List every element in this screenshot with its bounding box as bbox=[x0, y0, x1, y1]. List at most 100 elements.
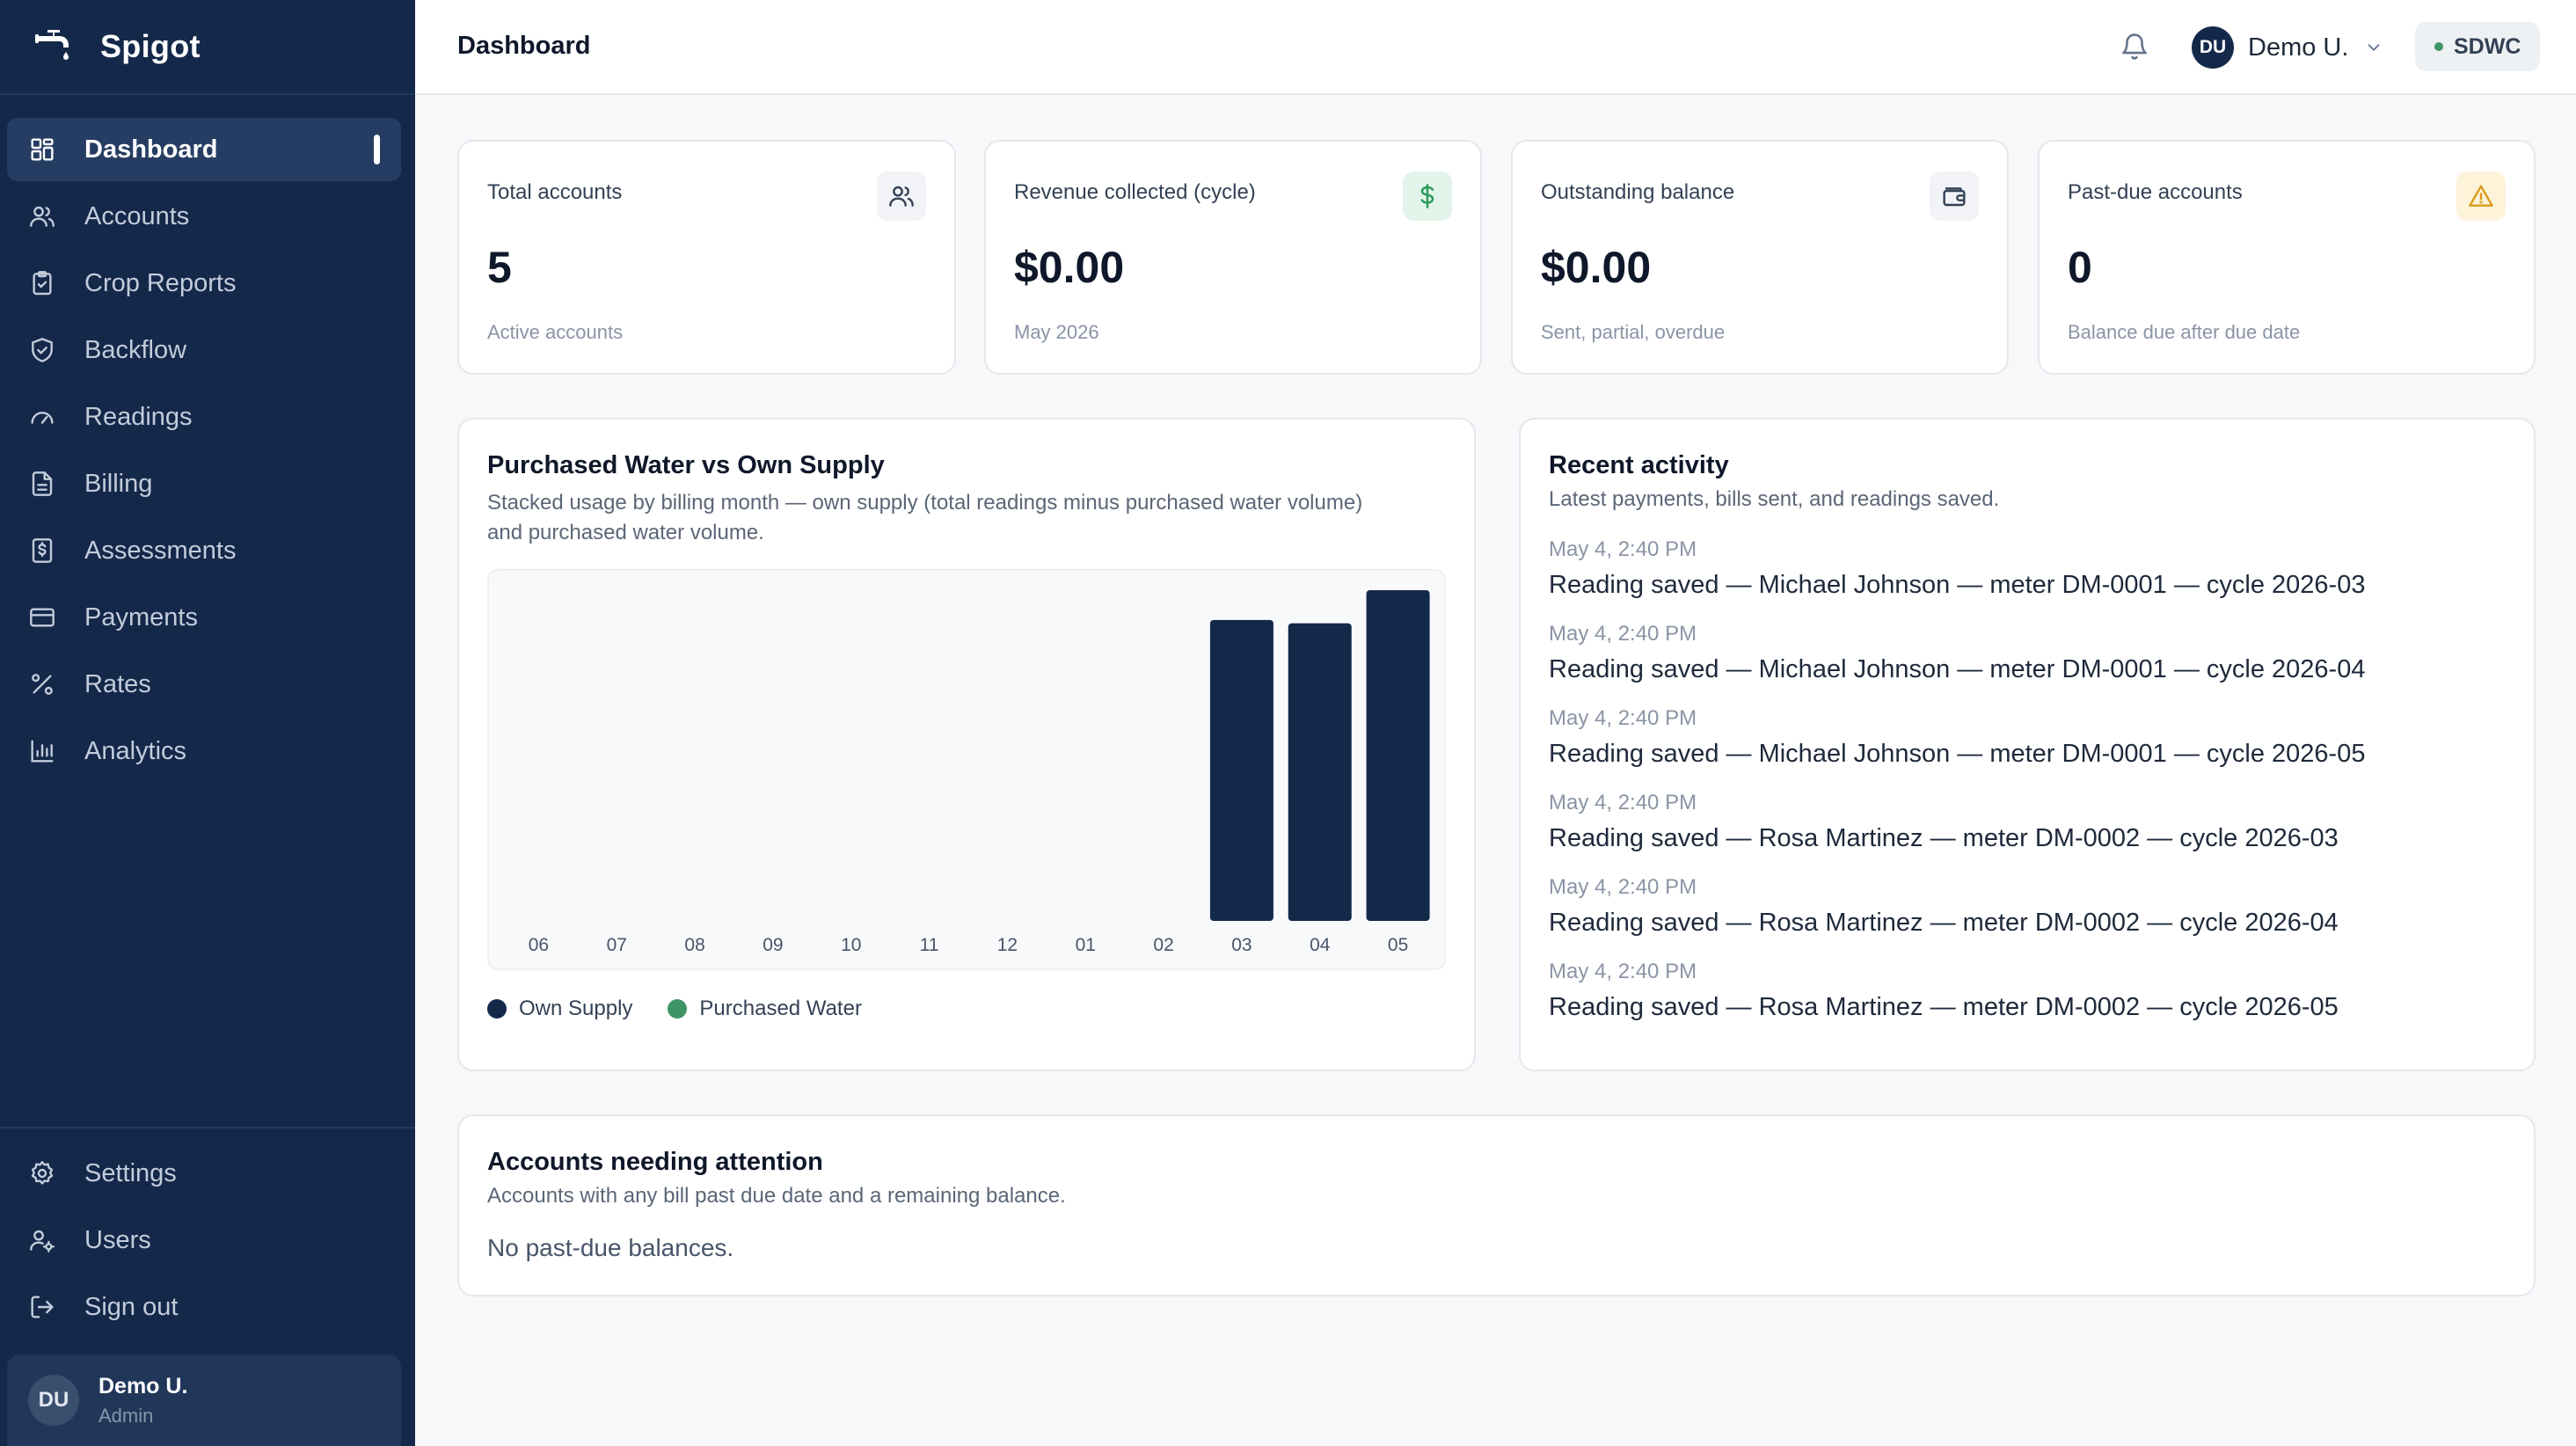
sidebar-item-settings[interactable]: Settings bbox=[7, 1142, 401, 1205]
stat-label: Outstanding balance bbox=[1541, 180, 1735, 204]
legend-item-own-supply[interactable]: Own Supply bbox=[487, 997, 632, 1021]
x-tick-label: 01 bbox=[1076, 935, 1096, 955]
sidebar-item-label: Settings bbox=[84, 1158, 177, 1187]
stat-caption: May 2026 bbox=[1014, 321, 1099, 343]
x-tick-label: 06 bbox=[529, 935, 549, 955]
activity-item: May 4, 2:40 PM Reading saved — Rosa Mart… bbox=[1549, 960, 2339, 1022]
user-name: Demo U. bbox=[2248, 33, 2349, 62]
x-tick-label: 03 bbox=[1231, 935, 1252, 955]
legend-swatch bbox=[668, 999, 688, 1019]
recent-activity-card: Recent activity Latest payments, bills s… bbox=[1519, 418, 2536, 1071]
stat-value: $0.00 bbox=[1014, 243, 1125, 292]
clipboard-icon bbox=[28, 269, 56, 297]
brand[interactable]: Spigot bbox=[0, 0, 415, 95]
chart-legend: Own Supply Purchased Water bbox=[487, 997, 897, 1021]
usage-bar-chart: 06 07 08 09 10 11 12 01 02 03 04 05 bbox=[529, 590, 1430, 955]
sidebar: Spigot Dashboard Accounts Crop Reports bbox=[0, 0, 415, 1446]
bar-own-supply-03[interactable] bbox=[1209, 619, 1273, 921]
user-cog-icon bbox=[28, 1226, 56, 1254]
stat-value: $0.00 bbox=[1541, 243, 1652, 292]
sidebar-item-readings[interactable]: Readings bbox=[7, 385, 401, 449]
legend-swatch bbox=[487, 999, 507, 1019]
sidebar-item-label: Assessments bbox=[84, 536, 237, 565]
sidebar-item-label: Accounts bbox=[84, 201, 190, 230]
sidebar-item-billing[interactable]: Billing bbox=[7, 452, 401, 515]
avatar: DU bbox=[2192, 26, 2234, 69]
stat-card-total-accounts: Total accounts 5 Active accounts bbox=[457, 140, 956, 375]
activity-text: Reading saved — Michael Johnson — meter … bbox=[1549, 571, 2366, 599]
empty-state-message: No past-due balances. bbox=[487, 1234, 734, 1261]
file-text-icon bbox=[28, 470, 56, 498]
sidebar-user-card[interactable]: DU Demo U. Admin bbox=[7, 1355, 401, 1446]
sidebar-item-label: Readings bbox=[84, 402, 193, 431]
sidebar-item-label: Users bbox=[84, 1225, 151, 1254]
gear-icon bbox=[28, 1159, 56, 1187]
receipt-icon bbox=[28, 537, 56, 565]
page-title: Dashboard bbox=[457, 32, 591, 60]
stat-label: Total accounts bbox=[487, 180, 623, 204]
sidebar-item-accounts[interactable]: Accounts bbox=[7, 185, 401, 248]
sidebar-item-label: Sign out bbox=[84, 1292, 179, 1321]
subtitle-line: Stacked usage by billing month — own sup… bbox=[487, 491, 1363, 515]
sidebar-item-crop-reports[interactable]: Crop Reports bbox=[7, 252, 401, 315]
user-menu[interactable]: DU Demo U. bbox=[2192, 25, 2383, 70]
bell-icon[interactable] bbox=[2120, 32, 2149, 62]
sidebar-item-payments[interactable]: Payments bbox=[7, 586, 401, 649]
users-icon bbox=[28, 202, 56, 230]
sidebar-item-assessments[interactable]: Assessments bbox=[7, 519, 401, 582]
activity-text: Reading saved — Rosa Martinez — meter DM… bbox=[1549, 909, 2339, 937]
activity-text: Reading saved — Michael Johnson — meter … bbox=[1549, 740, 2366, 768]
stat-caption: Sent, partial, overdue bbox=[1541, 321, 1726, 343]
stat-value: 5 bbox=[487, 243, 512, 292]
sidebar-item-analytics[interactable]: Analytics bbox=[7, 719, 401, 783]
stat-card-revenue: Revenue collected (cycle) $0.00 May 2026 bbox=[984, 140, 1482, 375]
stat-label: Past-due accounts bbox=[2068, 180, 2243, 204]
activity-text: Reading saved — Rosa Martinez — meter DM… bbox=[1549, 824, 2339, 852]
sidebar-item-label: Dashboard bbox=[84, 135, 218, 164]
stat-caption: Active accounts bbox=[487, 321, 624, 343]
org-badge[interactable]: SDWC bbox=[2415, 22, 2541, 71]
sidebar-item-users[interactable]: Users bbox=[7, 1209, 401, 1272]
activity-item: May 4, 2:40 PM Reading saved — Michael J… bbox=[1549, 622, 2365, 684]
card-subtitle: Accounts with any bill past due date and… bbox=[487, 1184, 1066, 1208]
sidebar-item-label: Payments bbox=[84, 602, 198, 632]
sign-out-icon bbox=[28, 1293, 56, 1321]
gauge-icon bbox=[28, 403, 56, 431]
shield-check-icon bbox=[28, 336, 56, 364]
app-name: Spigot bbox=[100, 28, 201, 64]
user-role: Admin bbox=[99, 1404, 154, 1427]
attention-card: Accounts needing attention Accounts with… bbox=[457, 1114, 2536, 1296]
card-title: Purchased Water vs Own Supply bbox=[487, 451, 885, 479]
main-nav: Dashboard Accounts Crop Reports Backflow bbox=[7, 118, 401, 786]
activity-time: May 4, 2:40 PM bbox=[1549, 706, 1697, 730]
sidebar-item-dashboard[interactable]: Dashboard bbox=[7, 118, 401, 181]
x-tick-label: 11 bbox=[920, 935, 939, 955]
avatar: DU bbox=[28, 1375, 79, 1426]
percent-icon bbox=[28, 670, 56, 698]
subtitle-line: and purchased water volume. bbox=[487, 521, 764, 544]
activity-time: May 4, 2:40 PM bbox=[1549, 875, 1697, 899]
dashboard-icon bbox=[28, 135, 56, 164]
top-bar: Dashboard DU Demo U. SDWC bbox=[415, 0, 2576, 95]
bar-own-supply-04[interactable] bbox=[1288, 623, 1352, 921]
usage-chart-card: Purchased Water vs Own Supply Stacked us… bbox=[457, 418, 1476, 1071]
sidebar-item-rates[interactable]: Rates bbox=[7, 653, 401, 716]
legend-item-purchased-water[interactable]: Purchased Water bbox=[668, 997, 862, 1021]
chevron-down-icon bbox=[2368, 44, 2380, 51]
user-name: Demo U. bbox=[99, 1373, 188, 1399]
stat-caption: Balance due after due date bbox=[2068, 321, 2301, 343]
stat-value: 0 bbox=[2068, 243, 2092, 292]
bar-own-supply-05[interactable] bbox=[1366, 590, 1430, 921]
x-tick-label: 05 bbox=[1388, 935, 1408, 955]
status-dot bbox=[2434, 42, 2443, 51]
sidebar-item-sign-out[interactable]: Sign out bbox=[7, 1275, 401, 1339]
dollar-icon bbox=[1403, 172, 1452, 221]
activity-text: Reading saved — Michael Johnson — meter … bbox=[1549, 655, 2366, 683]
card-subtitle: Stacked usage by billing month — own sup… bbox=[487, 488, 1362, 548]
org-name: SDWC bbox=[2454, 33, 2521, 59]
warning-icon bbox=[2456, 172, 2506, 221]
sidebar-item-backflow[interactable]: Backflow bbox=[7, 318, 401, 382]
activity-time: May 4, 2:40 PM bbox=[1549, 537, 1697, 561]
card-title: Accounts needing attention bbox=[487, 1148, 823, 1176]
sidebar-item-label: Crop Reports bbox=[84, 268, 237, 297]
